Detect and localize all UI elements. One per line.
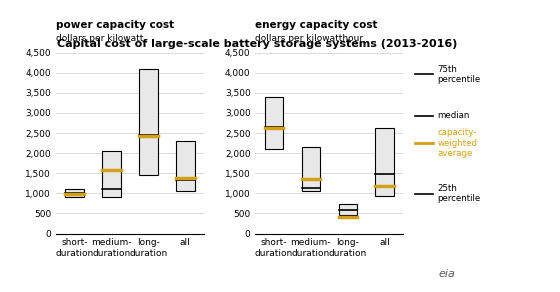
FancyBboxPatch shape — [65, 189, 83, 197]
FancyBboxPatch shape — [339, 204, 357, 215]
FancyBboxPatch shape — [302, 147, 320, 191]
Text: dollars per kilowatt: dollars per kilowatt — [56, 34, 143, 44]
Text: dollars per kilowatthour: dollars per kilowatthour — [255, 34, 363, 44]
FancyBboxPatch shape — [265, 97, 283, 149]
FancyBboxPatch shape — [176, 141, 194, 191]
Text: 75th
percentile: 75th percentile — [437, 65, 480, 84]
FancyBboxPatch shape — [376, 128, 394, 197]
Text: median: median — [437, 112, 469, 120]
Text: Capital cost of large-scale battery storage systems (2013-2016): Capital cost of large-scale battery stor… — [58, 39, 458, 49]
Text: power capacity cost: power capacity cost — [56, 20, 174, 30]
FancyBboxPatch shape — [139, 69, 157, 175]
Text: 25th
percentile: 25th percentile — [437, 184, 480, 204]
Text: capacity-
weighted
average: capacity- weighted average — [437, 128, 477, 158]
Text: energy capacity cost: energy capacity cost — [255, 20, 378, 30]
FancyBboxPatch shape — [102, 151, 120, 197]
Text: eia: eia — [438, 269, 455, 279]
